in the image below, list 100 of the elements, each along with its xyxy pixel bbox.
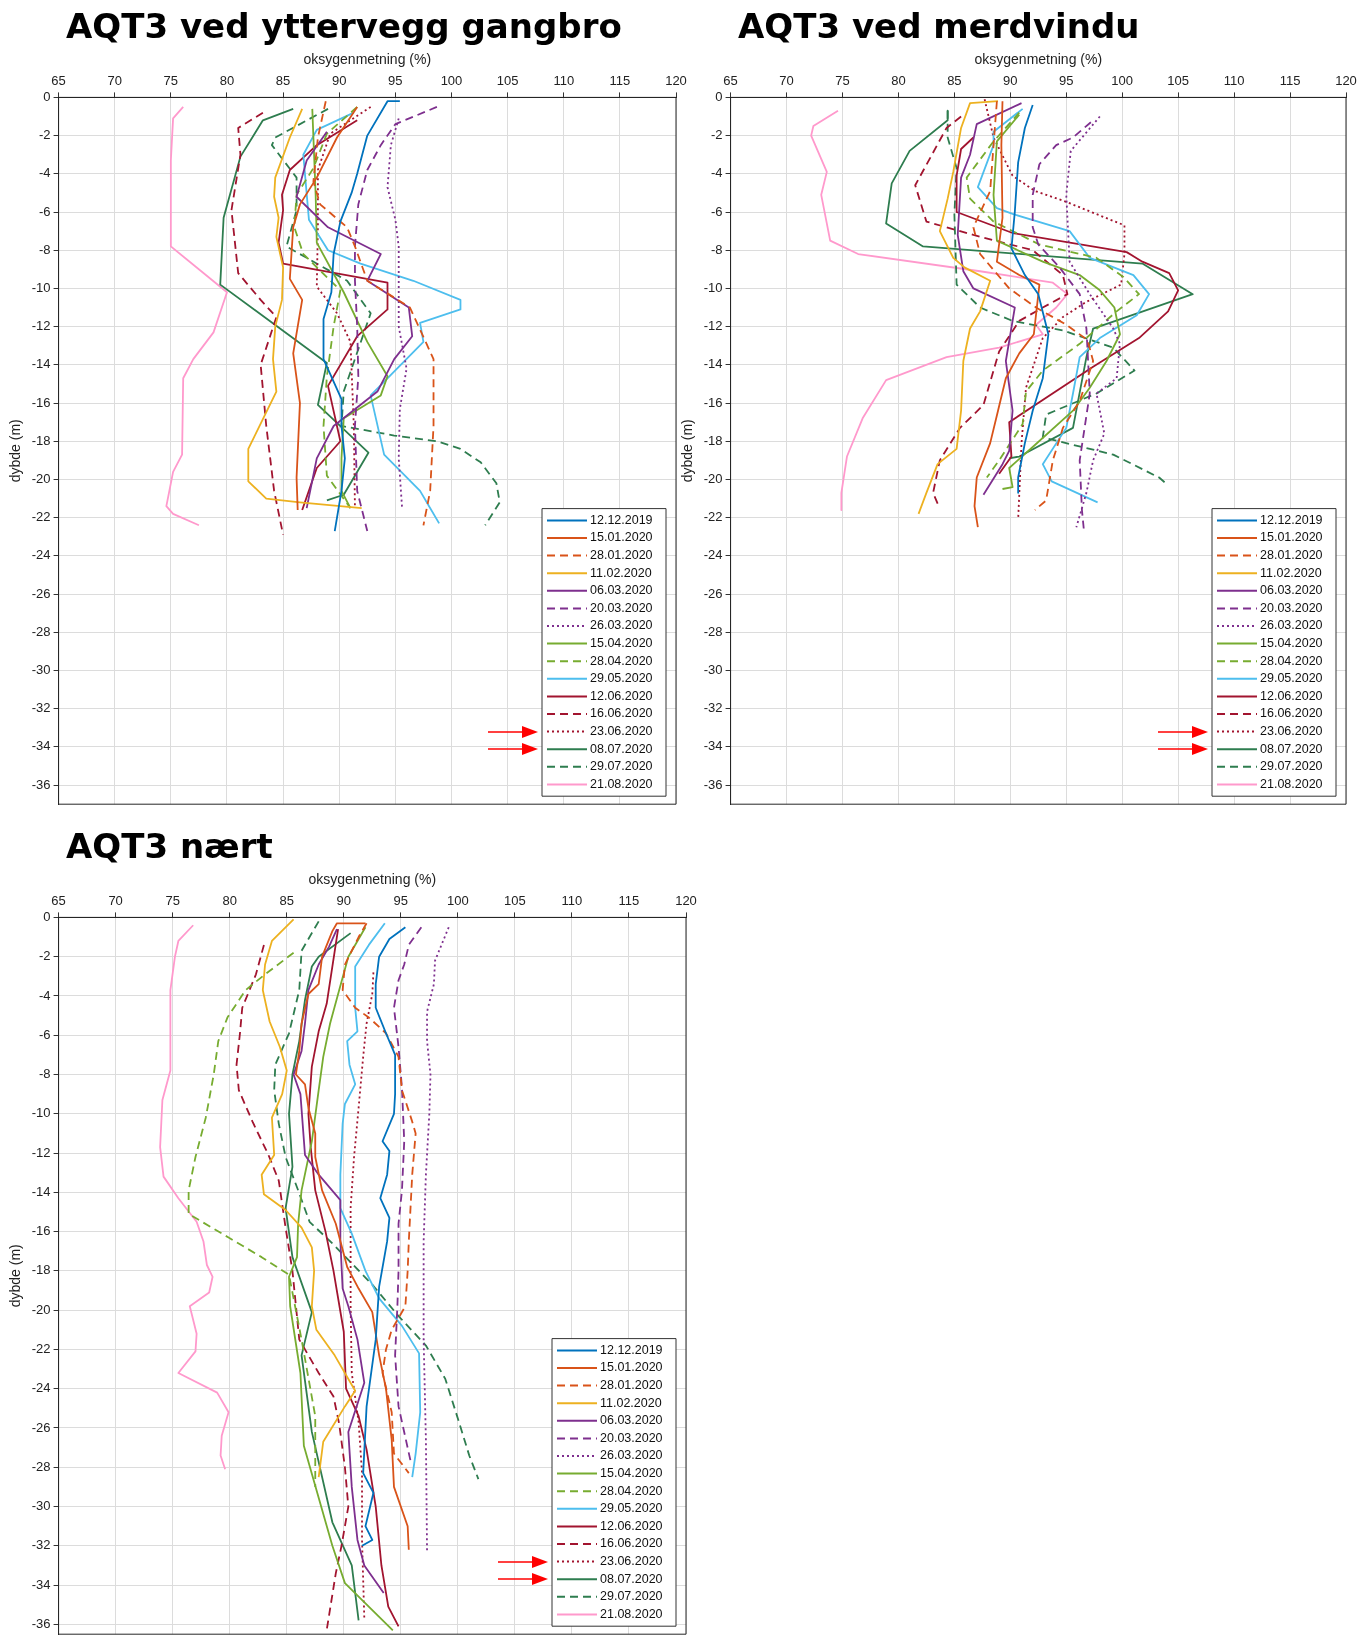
- legend-label: 29.05.2020: [590, 671, 653, 686]
- x-tick-label: 115: [1279, 73, 1301, 89]
- y-tick-label: -10: [31, 280, 51, 296]
- legend-label: 15.04.2020: [1260, 636, 1323, 651]
- y-tick-label: -8: [39, 241, 51, 257]
- line-series: [349, 971, 375, 1620]
- legend-label: 28.04.2020: [590, 653, 653, 668]
- x-tick-label: 75: [165, 893, 180, 909]
- line-series: [230, 111, 284, 536]
- y-tick-label: 0: [43, 908, 51, 924]
- legend-label: 06.03.2020: [590, 583, 653, 598]
- legend-label: 06.03.2020: [1260, 583, 1323, 598]
- y-tick-label: -36: [31, 1615, 51, 1631]
- x-tick-label: 90: [336, 893, 352, 909]
- chart-title: AQT3 ved merdvindu: [738, 6, 1140, 46]
- y-tick-label: -28: [31, 1458, 51, 1474]
- y-tick-label: -30: [31, 1498, 51, 1514]
- y-tick-label: -32: [703, 700, 723, 716]
- x-tick-label: 120: [665, 73, 687, 89]
- y-axis-title: dybde (m): [7, 1244, 24, 1308]
- y-tick-label: -30: [703, 662, 723, 678]
- x-axis-title: oksygenmetning (%): [974, 51, 1103, 68]
- y-tick-label: -16: [703, 394, 723, 410]
- x-tick-label: 120: [1335, 73, 1357, 89]
- y-tick-label: -16: [31, 394, 51, 410]
- legend-label: 15.01.2020: [600, 1360, 663, 1375]
- y-tick-label: -2: [39, 948, 51, 964]
- legend-label: 08.07.2020: [1260, 741, 1323, 756]
- x-tick-label: 80: [219, 73, 235, 89]
- y-tick-label: -24: [31, 547, 51, 563]
- legend-label: 28.04.2020: [600, 1483, 663, 1498]
- y-tick-label: -36: [703, 776, 723, 792]
- legend-label: 28.01.2020: [590, 548, 653, 563]
- y-tick-label: -18: [703, 432, 723, 448]
- x-tick-label: 75: [835, 73, 850, 89]
- y-tick-label: -14: [31, 1183, 51, 1199]
- legend-label: 15.01.2020: [590, 530, 653, 545]
- x-tick-label: 100: [1111, 73, 1134, 89]
- y-tick-label: -28: [703, 623, 723, 639]
- y-tick-label: -14: [703, 356, 723, 372]
- x-tick-label: 110: [553, 73, 575, 89]
- y-tick-label: -2: [39, 127, 51, 143]
- y-tick-label: -28: [31, 623, 51, 639]
- y-tick-label: -26: [703, 585, 723, 601]
- x-axis-title: oksygenmetning (%): [308, 871, 437, 888]
- legend-label: 11.02.2020: [590, 565, 652, 580]
- legend-label: 16.06.2020: [600, 1536, 663, 1551]
- y-tick-label: -22: [31, 509, 51, 525]
- y-tick-label: -24: [703, 547, 723, 563]
- y-tick-label: -6: [711, 203, 723, 219]
- y-tick-label: -34: [703, 738, 723, 754]
- x-tick-label: 120: [675, 893, 697, 909]
- legend-label: 12.12.2019: [600, 1342, 663, 1357]
- legend-label: 12.12.2019: [1260, 512, 1323, 527]
- y-tick-label: -20: [703, 471, 723, 487]
- y-tick-label: -12: [31, 1144, 51, 1160]
- x-tick-label: 115: [609, 73, 631, 89]
- y-axis-title: dybde (m): [679, 419, 696, 483]
- y-tick-label: -20: [31, 471, 51, 487]
- x-tick-label: 70: [779, 73, 794, 89]
- y-axis-title: dybde (m): [7, 419, 24, 483]
- x-tick-label: 95: [388, 73, 403, 89]
- x-axis-title: oksygenmetning (%): [303, 51, 432, 68]
- x-tick-label: 70: [108, 893, 123, 909]
- y-tick-label: -4: [39, 987, 51, 1003]
- y-tick-label: -32: [31, 700, 51, 716]
- legend-label: 12.06.2020: [590, 688, 653, 703]
- x-tick-label: 95: [1059, 73, 1074, 89]
- x-tick-label: 80: [222, 893, 237, 909]
- legend-label: 12.06.2020: [1260, 688, 1323, 703]
- legend-label: 21.08.2020: [600, 1606, 663, 1621]
- x-tick-label: 100: [447, 893, 469, 909]
- y-tick-label: -36: [31, 776, 51, 792]
- y-tick-label: -8: [39, 1066, 51, 1082]
- y-tick-label: -16: [31, 1223, 51, 1239]
- y-tick-label: -10: [703, 280, 723, 296]
- y-tick-label: -24: [31, 1380, 51, 1396]
- legend-label: 16.06.2020: [1260, 706, 1323, 721]
- y-tick-label: -14: [31, 356, 51, 372]
- y-tick-label: -12: [31, 318, 51, 334]
- y-tick-label: -4: [711, 165, 723, 181]
- legend-label: 21.08.2020: [1260, 776, 1323, 791]
- y-tick-label: -2: [711, 127, 723, 143]
- legend-label: 08.07.2020: [590, 741, 653, 756]
- legend-label: 11.02.2020: [1260, 565, 1322, 580]
- x-tick-label: 105: [1167, 73, 1190, 89]
- x-tick-label: 75: [163, 73, 179, 89]
- legend-label: 11.02.2020: [600, 1395, 662, 1410]
- y-tick-label: -6: [39, 1026, 51, 1042]
- line-series: [422, 926, 450, 1553]
- x-tick-label: 115: [618, 893, 640, 909]
- legend-label: 29.05.2020: [1260, 671, 1323, 686]
- y-tick-label: -6: [39, 203, 51, 219]
- y-tick-label: -26: [31, 1419, 51, 1435]
- legend-label: 29.05.2020: [600, 1501, 663, 1516]
- legend-label: 28.04.2020: [1260, 653, 1323, 668]
- chart-title: AQT3 nært: [66, 826, 273, 866]
- y-tick-label: -34: [31, 738, 51, 754]
- x-tick-label: 85: [947, 73, 962, 89]
- line-series: [270, 107, 501, 527]
